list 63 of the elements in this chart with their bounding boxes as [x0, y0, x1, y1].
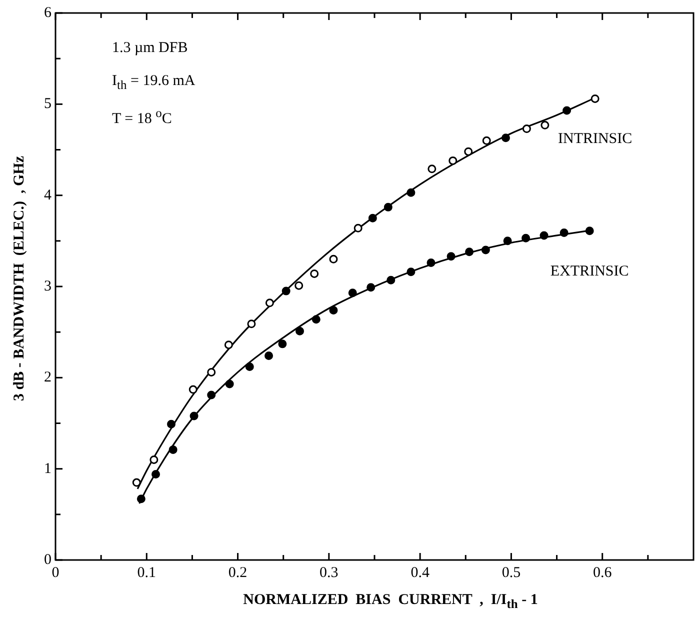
point — [329, 306, 338, 314]
point — [207, 390, 216, 400]
point — [406, 268, 416, 276]
annotation: T = 18 $^{o}$C — [112, 106, 172, 128]
point — [294, 281, 304, 290]
point — [446, 252, 456, 261]
point — [264, 352, 274, 360]
x-axis-title: NORMALIZED BIAS CURRENT , I/I$_{th}$ - 1 — [242, 592, 539, 612]
x-tick-label: 0.3 — [320, 564, 338, 581]
x-tick-label: 0.4 — [410, 564, 430, 581]
point — [132, 478, 141, 487]
point — [428, 164, 436, 174]
point — [152, 470, 160, 479]
point — [354, 224, 362, 232]
point — [168, 445, 178, 454]
point — [465, 248, 474, 256]
x-tick-label: 0.2 — [228, 564, 248, 581]
y-tick-label: 6 — [44, 4, 52, 21]
point — [188, 385, 198, 394]
point — [225, 380, 234, 388]
y-tick-label: 5 — [44, 96, 52, 112]
point — [540, 231, 548, 240]
point — [265, 298, 274, 308]
x-tick-label: 0.5 — [502, 564, 521, 581]
y-tick-label: 2 — [44, 370, 52, 386]
x-tick-label: 0.6 — [592, 564, 612, 581]
point — [482, 136, 491, 145]
y-axis-title: 3 dB - BANDWIDTH (ELEC.) , GHz — [12, 154, 28, 404]
point — [426, 258, 436, 268]
point — [245, 362, 254, 371]
point — [207, 368, 216, 376]
annotation: I$_{th}$ = 19.6 mA — [112, 73, 196, 93]
point — [278, 340, 287, 348]
series-label: EXTRINSIC — [550, 263, 629, 280]
point — [224, 340, 233, 350]
point — [590, 94, 600, 103]
point — [540, 120, 550, 130]
point — [312, 315, 320, 324]
point — [329, 254, 338, 264]
point — [481, 246, 490, 254]
y-tick-label: 4 — [44, 187, 52, 204]
y-tick-label: 0 — [44, 552, 52, 568]
y-tick-label: 1 — [44, 460, 52, 477]
series-label: INTRINSIC — [558, 131, 632, 148]
point — [310, 269, 319, 278]
point — [464, 147, 473, 156]
point — [136, 494, 146, 504]
point — [585, 226, 594, 236]
point — [503, 236, 512, 246]
point — [386, 276, 396, 284]
annotation: 1.3 µm DFB — [112, 40, 188, 57]
point — [190, 412, 198, 420]
y-tick-label: 3 — [44, 278, 52, 294]
point — [247, 320, 256, 328]
point — [448, 156, 458, 165]
point — [150, 455, 158, 464]
point — [560, 228, 568, 237]
point — [522, 124, 531, 134]
point — [522, 234, 530, 242]
x-tick-label: 0.1 — [137, 564, 156, 581]
point — [366, 283, 376, 292]
point — [348, 288, 357, 298]
point — [296, 326, 304, 336]
